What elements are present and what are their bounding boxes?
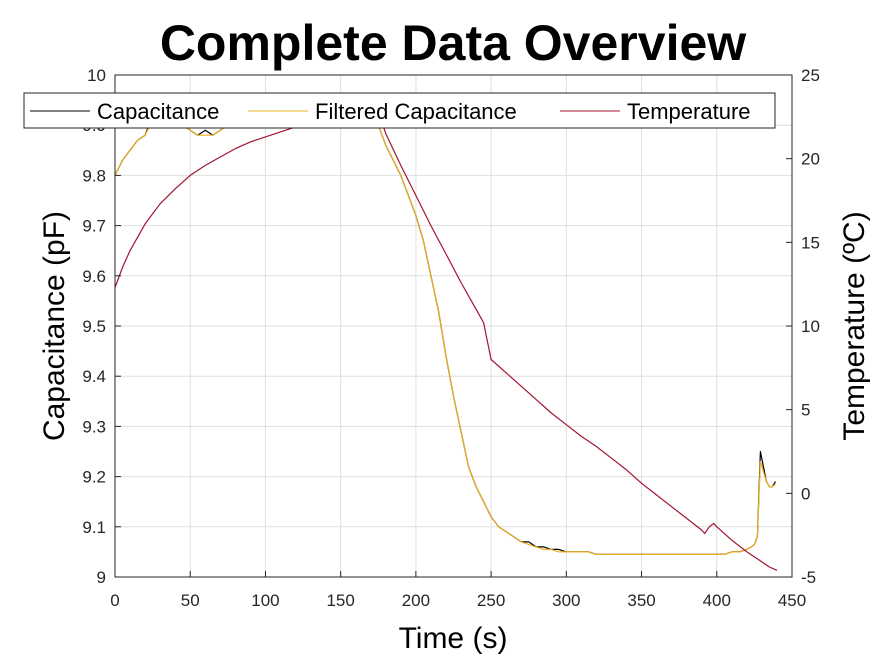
x-axis: 0 50 100 150 200 250 300 350 400 450 xyxy=(110,571,806,610)
y-left-tick-label: 10 xyxy=(87,66,106,85)
y-right-tick-label: 5 xyxy=(801,401,810,420)
legend-label-filtered: Filtered Capacitance xyxy=(315,99,517,124)
x-tick-label: 50 xyxy=(181,591,200,610)
x-tick-label: 450 xyxy=(778,591,806,610)
legend-box xyxy=(23,92,776,129)
x-tick-label: 0 xyxy=(110,591,119,610)
x-tick-label: 300 xyxy=(552,591,580,610)
y-right-tick-label: 0 xyxy=(801,484,810,503)
y-left-tick-label: 9.5 xyxy=(82,317,106,336)
legend-label-capacitance: Capacitance xyxy=(97,99,219,124)
x-tick-label: 150 xyxy=(326,591,354,610)
series-line-temperature xyxy=(114,106,778,571)
y-left-tick-label: 9.8 xyxy=(82,166,106,185)
x-tick-label: 200 xyxy=(402,591,430,610)
y-right-tick-label: 10 xyxy=(801,317,820,336)
legend-label-temperature: Temperature xyxy=(627,99,751,124)
y-left-tick-label: 9 xyxy=(97,568,106,587)
y-axis-left-label: Capacitance (pF) xyxy=(38,211,71,441)
y-left-tick-label: 9.3 xyxy=(82,417,106,436)
x-tick-label: 400 xyxy=(703,591,731,610)
x-tick-label: 350 xyxy=(627,591,655,610)
y-left-tick-label: 9.7 xyxy=(82,217,106,236)
x-tick-label: 100 xyxy=(251,591,279,610)
y-right-tick-label: 15 xyxy=(801,233,820,252)
y-left-tick-label: 9.1 xyxy=(82,518,106,537)
y-axis-right: -5 0 5 10 15 20 25 xyxy=(786,66,820,587)
legend: Capacitance Filtered Capacitance Tempera… xyxy=(23,92,776,129)
y-left-tick-label: 9.6 xyxy=(82,267,106,286)
x-axis-label: Time (s) xyxy=(399,622,508,655)
y-left-tick-label: 9.4 xyxy=(82,367,106,386)
y-right-tick-label: 25 xyxy=(801,66,820,85)
x-tick-label: 250 xyxy=(477,591,505,610)
chart-title: Complete Data Overview xyxy=(160,15,746,71)
y-right-tick-label: 20 xyxy=(801,150,820,169)
y-axis-right-label: Temperature (ºC) xyxy=(838,211,871,440)
y-left-tick-label: 9.2 xyxy=(82,468,106,487)
y-right-tick-label: -5 xyxy=(801,568,816,587)
